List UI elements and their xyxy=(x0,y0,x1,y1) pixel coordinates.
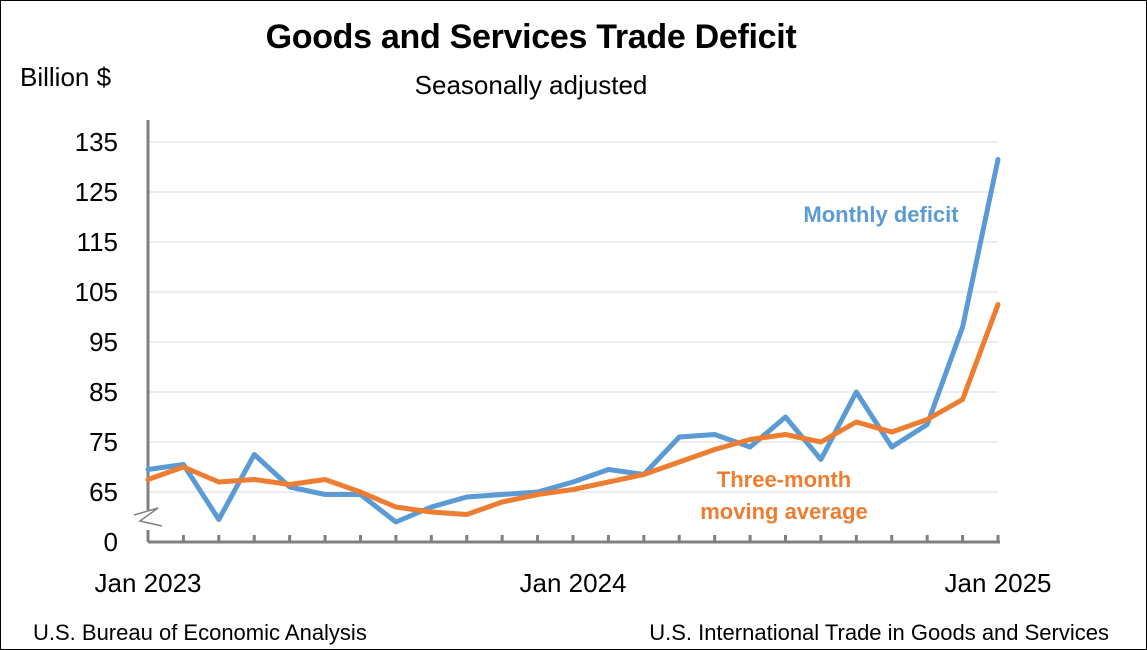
source-left: U.S. Bureau of Economic Analysis xyxy=(33,620,367,645)
x-tick-label: Jan 2024 xyxy=(520,568,627,598)
chart-title: Goods and Services Trade Deficit xyxy=(265,18,797,56)
y-tick-label: 75 xyxy=(89,427,118,457)
y-tick-label: 105 xyxy=(75,277,118,307)
x-tick-label: Jan 2023 xyxy=(95,568,202,598)
monthly-deficit-label: Monthly deficit xyxy=(803,202,959,227)
y-tick-label: 125 xyxy=(75,177,118,207)
y-tick-label: 95 xyxy=(89,327,118,357)
moving-average-label: Three-month xyxy=(717,467,851,492)
y-tick-label: 115 xyxy=(77,227,118,257)
axis-break-mark xyxy=(133,507,163,527)
monthly-deficit-line xyxy=(145,157,1001,525)
moving-average-line xyxy=(145,302,1001,517)
y-tick-label: 65 xyxy=(89,477,118,507)
y-tick-label: 0 xyxy=(104,527,118,557)
x-tick-label: Jan 2025 xyxy=(945,568,1052,598)
y-axis-label: Billion $ xyxy=(20,62,112,92)
source-right: U.S. International Trade in Goods and Se… xyxy=(649,620,1109,645)
y-tick-label: 85 xyxy=(89,377,118,407)
y-tick-label: 135 xyxy=(75,127,118,157)
chart-subtitle: Seasonally adjusted xyxy=(414,70,648,100)
moving-average-label: moving average xyxy=(700,499,868,524)
